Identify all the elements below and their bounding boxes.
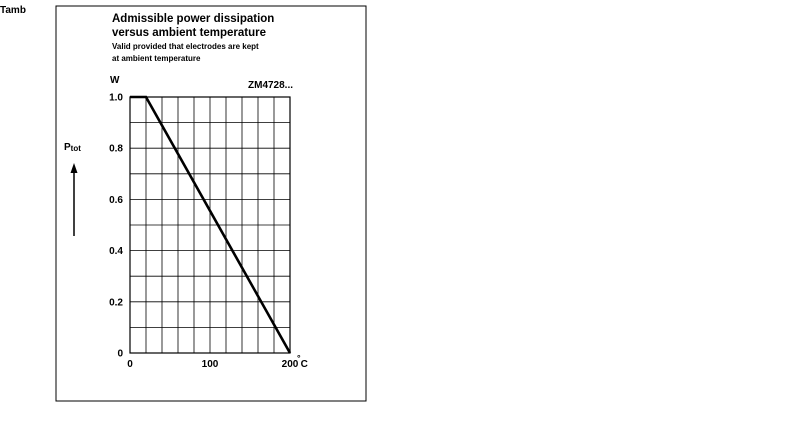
chart-subtitle-line-1: Valid provided that electrodes are kept (112, 42, 259, 51)
x-axis-label: Tamb (0, 5, 26, 16)
y-tick-label: 0.6 (109, 195, 123, 206)
plot-frame (129, 96, 291, 354)
x-unit-degree: ° (297, 353, 301, 363)
x-tick-label: 100 (202, 359, 219, 370)
chart-title-line-2: versus ambient temperature (112, 27, 266, 39)
y-tick-label: 0.2 (109, 297, 123, 308)
x-unit-label: °C (297, 353, 308, 370)
x-tick-label: 200 (282, 359, 299, 370)
x-tick-label: 0 (127, 359, 133, 370)
y-axis-arrowhead (70, 163, 78, 173)
y-tick-label: 0.4 (109, 246, 123, 257)
chart-subtitle-line-2: at ambient temperature (112, 54, 201, 63)
chart-title-line-1: Admissible power dissipation (112, 13, 274, 25)
y-tick-label: 0.8 (109, 144, 123, 155)
derating-curve (130, 95, 292, 354)
x-tick-labels: 0 100 200 (127, 359, 299, 370)
y-tick-label: 1.0 (109, 93, 123, 104)
x-unit-letter: C (301, 359, 308, 370)
y-axis-label-main: P (64, 142, 71, 153)
y-tick-label: 0 (117, 349, 123, 360)
part-number-label: ZM4728... (248, 80, 293, 91)
y-tick-labels: 0 0.2 0.4 0.6 0.8 1.0 (109, 93, 123, 360)
series-lines (130, 95, 292, 354)
y-unit-label: W (110, 75, 120, 86)
y-axis-label-subscript: tot (71, 144, 82, 153)
figure-frame (55, 5, 367, 402)
grid-lines (130, 97, 290, 353)
y-axis-label: Ptot (64, 142, 81, 153)
